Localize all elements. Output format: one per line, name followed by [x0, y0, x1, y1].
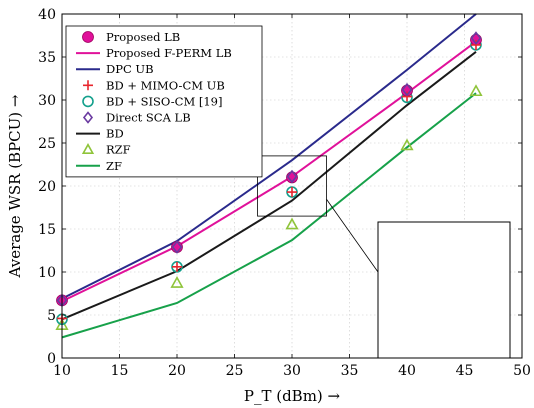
legend-label: Proposed LB — [106, 30, 180, 44]
point-direct-sca-lb — [286, 169, 298, 184]
point-direct-sca-lb — [171, 240, 183, 254]
x-tick-label: 20 — [168, 363, 186, 379]
x-tick-label: 30 — [283, 363, 301, 379]
x-tick-label: 50 — [513, 363, 531, 379]
point-bd-mimo-cm-ub — [402, 91, 412, 102]
legend-label: DPC UB — [106, 62, 154, 76]
legend: Proposed LB Proposed F-PERM LB DPC UB BD + … — [65, 25, 263, 178]
y-axis-label: Average WSR (BPCU) → — [6, 94, 24, 278]
legend-label: RZF — [106, 143, 131, 157]
legend-marker-swatch — [82, 111, 94, 124]
point-rzf — [170, 276, 184, 288]
x-tick-label: 35 — [341, 363, 359, 379]
legend-item-bd-siso-cm-19: BD + SISO-CM [19] — [82, 94, 223, 108]
legend-label: ZF — [106, 159, 122, 173]
series-line-zf — [61, 92, 477, 339]
legend-item-direct-sca-lb: Direct SCA LB — [82, 111, 191, 125]
x-tick-label: 40 — [398, 363, 416, 379]
legend-label: BD — [106, 127, 124, 141]
series-line-dpc-ub — [61, 13, 477, 300]
point-rzf — [285, 217, 299, 230]
ticks: 10 15 20 25 30 35 40 45 50 0 5 10 15 20 25 30 35 40 — [38, 7, 531, 379]
point-bd-mimo-cm-ub — [471, 39, 481, 50]
legend-marker-swatch — [82, 95, 94, 108]
y-tick-label: 10 — [38, 265, 56, 281]
point-direct-sca-lb — [470, 31, 482, 45]
point-bd-mimo-cm-ub — [287, 187, 297, 198]
inset-frame — [377, 221, 511, 359]
legend-marker-swatch — [83, 80, 93, 91]
point-bd-mimo-cm-ub — [172, 261, 182, 272]
legend-box — [65, 25, 263, 178]
legend-label: BD + MIMO-CM UB — [106, 78, 225, 92]
legend-item-dpc-ub: DPC UB — [76, 62, 154, 76]
inset-plot — [377, 221, 511, 359]
legend-label: Direct SCA LB — [106, 111, 191, 125]
y-tick-label: 40 — [38, 7, 56, 23]
legend-item-bd: BD — [76, 127, 124, 141]
x-axis-label: P_T (dBm) → — [244, 387, 341, 405]
x-tick-label: 45 — [456, 363, 474, 379]
legend-item-bd-mimo-cm-ub: BD + MIMO-CM UB — [83, 78, 225, 92]
legend-item-proposed-f-perm-lb: Proposed F-PERM LB — [76, 46, 232, 60]
legend-label: Proposed F-PERM LB — [106, 46, 232, 60]
point-rzf — [400, 138, 414, 151]
x-tick-label: 10 — [53, 363, 71, 379]
legend-item-proposed-lb: Proposed LB — [82, 30, 180, 44]
zoom-connector — [326, 199, 379, 273]
y-tick-label: 15 — [38, 222, 56, 238]
zoom-annotation — [257, 155, 379, 273]
legend-marker-swatch — [81, 143, 95, 154]
x-tick-label: 15 — [111, 363, 129, 379]
y-tick-label: 0 — [47, 351, 56, 367]
y-tick-label: 35 — [38, 50, 56, 66]
zoom-box — [257, 155, 327, 217]
legend-item-zf: ZF — [76, 159, 122, 173]
y-tick-label: 20 — [38, 179, 56, 195]
y-tick-label: 25 — [38, 136, 56, 152]
y-tick-label: 30 — [38, 93, 56, 109]
legend-marker-swatch — [82, 31, 94, 43]
point-direct-sca-lb — [401, 82, 413, 97]
series-line-bd — [61, 51, 477, 321]
legend-item-rzf: RZF — [81, 143, 131, 157]
x-tick-label: 25 — [226, 363, 244, 379]
point-rzf — [469, 84, 483, 97]
legend-label: BD + SISO-CM [19] — [106, 94, 223, 108]
y-tick-label: 5 — [47, 308, 56, 324]
